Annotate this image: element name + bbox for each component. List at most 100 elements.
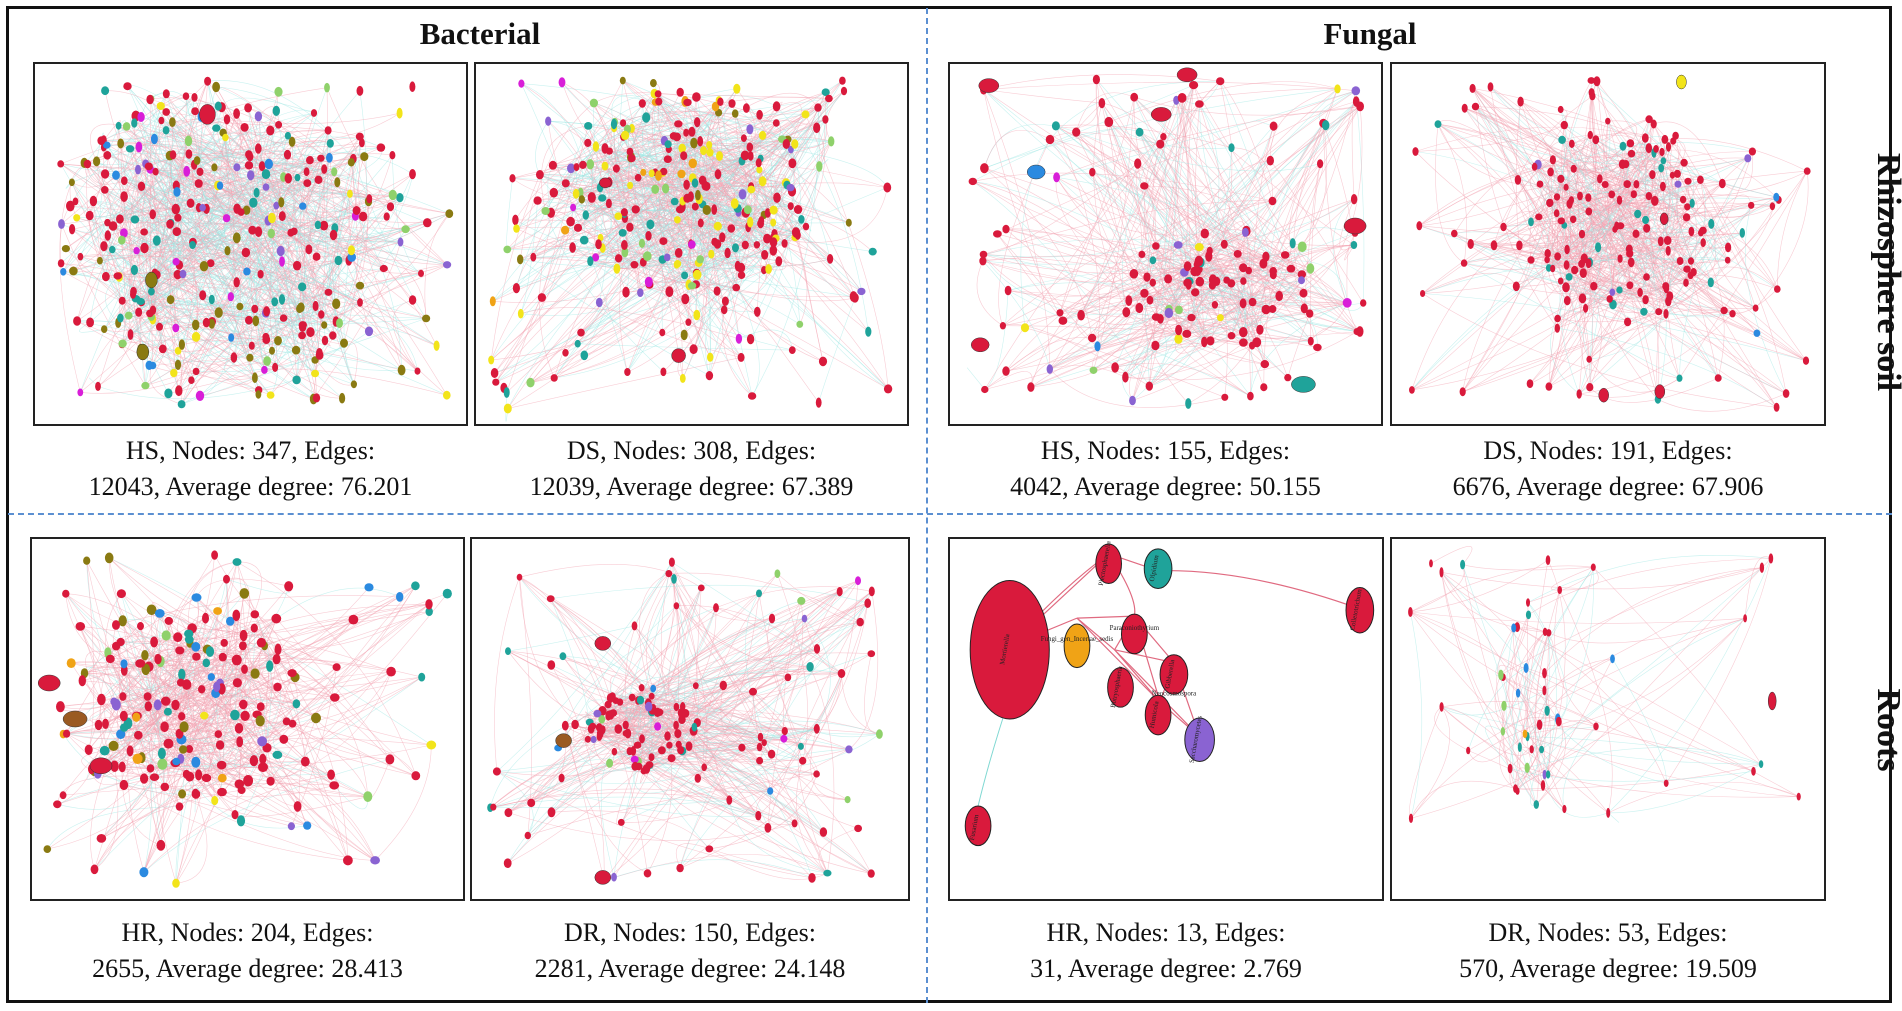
- network-node: [697, 218, 704, 228]
- network-node: [340, 338, 348, 348]
- network-node: [1618, 159, 1627, 169]
- network-node: [274, 86, 283, 97]
- network-node: [1587, 77, 1596, 84]
- network-edge: [1667, 158, 1748, 251]
- network-node: [1612, 225, 1618, 233]
- network-edge: [1464, 107, 1568, 301]
- network-node: [1544, 249, 1551, 258]
- network-node: [293, 260, 302, 271]
- network-edge: [334, 182, 350, 232]
- network-edge: [984, 317, 1192, 390]
- network-edge: [1049, 163, 1138, 370]
- network-edge: [655, 101, 802, 220]
- network-node: [127, 329, 134, 340]
- network-edge: [1475, 106, 1632, 158]
- network-node: [149, 773, 160, 781]
- network-node: [993, 230, 1002, 238]
- network-node: [587, 192, 596, 203]
- network-hub-node: [89, 757, 113, 775]
- network-node: [122, 122, 131, 131]
- network-edge: [136, 182, 308, 251]
- network-edge: [150, 99, 198, 161]
- network-edge: [983, 254, 1161, 320]
- network-edge: [983, 163, 1138, 255]
- network-node: [144, 162, 153, 171]
- network-node: [292, 375, 301, 385]
- network-node: [154, 609, 165, 618]
- network-node: [1663, 309, 1669, 319]
- network-node: [1590, 281, 1598, 291]
- network-graph: [487, 557, 883, 885]
- network-node: [612, 164, 620, 173]
- network-node: [702, 205, 711, 215]
- network-node: [118, 235, 126, 245]
- network-edge: [1437, 123, 1532, 223]
- network-node: [326, 152, 333, 163]
- network-node: [713, 221, 722, 231]
- network-node: [1626, 281, 1634, 290]
- network-node: [1077, 309, 1085, 321]
- network-edge: [149, 98, 154, 366]
- network-node: [278, 197, 285, 208]
- network-node: [1149, 278, 1156, 287]
- network-node: [1189, 81, 1199, 90]
- network-edge: [530, 733, 629, 804]
- network-edge: [709, 848, 828, 875]
- network-edge: [1664, 138, 1808, 172]
- network-node: [654, 90, 662, 98]
- network-edge: [168, 155, 303, 328]
- network-node: [231, 810, 239, 820]
- network-node: [350, 380, 357, 389]
- network-edge: [864, 653, 880, 735]
- network-edge: [622, 80, 769, 270]
- network-edge: [1596, 81, 1694, 273]
- network-edge: [521, 83, 746, 213]
- network-node: [802, 222, 810, 231]
- network-node: [690, 137, 698, 149]
- network-edge: [276, 618, 391, 760]
- network-edge: [94, 697, 335, 870]
- network-node: [357, 298, 363, 307]
- network-edge: [1611, 194, 1733, 314]
- network-edge: [1548, 262, 1632, 387]
- network-edge: [168, 152, 254, 203]
- network-node: [1549, 155, 1556, 165]
- network-edge: [1101, 102, 1289, 378]
- network-node: [1191, 288, 1200, 297]
- network-node: [166, 295, 175, 305]
- network-edge: [206, 208, 357, 231]
- nodes: [968, 67, 1367, 409]
- network-edge: [1595, 139, 1778, 290]
- network-edge: [1219, 81, 1273, 202]
- network-edge: [590, 222, 702, 269]
- network-edge: [194, 136, 382, 165]
- network-edge: [334, 228, 427, 319]
- network-node: [815, 397, 822, 408]
- network-node: [1002, 366, 1010, 376]
- network-node: [1233, 250, 1242, 258]
- network-node: [1597, 174, 1603, 184]
- network-node: [1669, 171, 1675, 179]
- network-node: [183, 165, 191, 177]
- network-node: [249, 755, 259, 767]
- network-edge: [105, 554, 215, 724]
- network-node: [83, 556, 91, 565]
- network-edge: [1557, 300, 1669, 329]
- network-node: [266, 660, 274, 672]
- network-edge: [264, 619, 354, 657]
- network-node: [1260, 383, 1268, 392]
- network-node: [319, 220, 329, 231]
- network-node: [659, 237, 668, 246]
- network-node: [587, 256, 594, 267]
- network-edge: [984, 167, 1280, 297]
- network-edge: [582, 164, 748, 210]
- network-node: [117, 138, 125, 149]
- network-node: [266, 776, 275, 786]
- network-node: [423, 218, 432, 228]
- network-node: [185, 745, 194, 753]
- network-node: [705, 371, 714, 381]
- network-node: [1143, 272, 1151, 282]
- network-node: [979, 256, 987, 266]
- network-node: [199, 261, 209, 272]
- network-node: [140, 773, 149, 784]
